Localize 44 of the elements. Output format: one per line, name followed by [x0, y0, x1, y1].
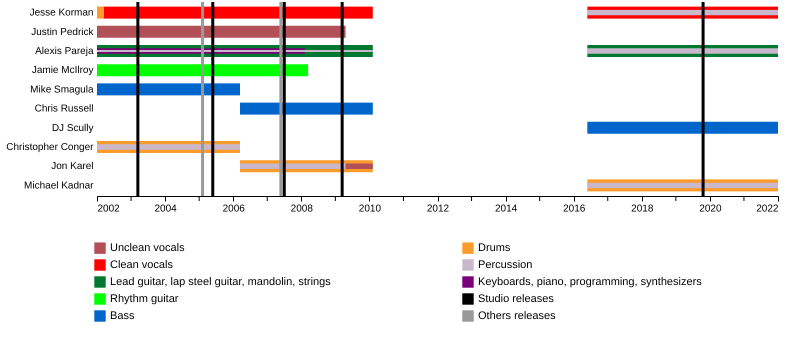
bar: [97, 6, 104, 19]
x-tick-label: 2018: [631, 204, 654, 214]
legend-label: Rhythm guitar: [110, 293, 179, 305]
x-tick-label: 2012: [426, 204, 450, 214]
x-tick-label: 2004: [154, 204, 178, 214]
legend-label: Keyboards, piano, programming, synthesizers: [478, 276, 702, 288]
x-tick-label: 2016: [563, 204, 586, 214]
bar: [240, 164, 346, 169]
legend-label: Studio releases: [478, 293, 554, 305]
bar: [587, 48, 778, 54]
y-tick-label: Alexis Pareja: [35, 46, 94, 57]
bar: [240, 102, 373, 115]
y-tick-label: Jesse Korman: [30, 8, 94, 19]
bar: [104, 6, 373, 19]
bar: [97, 50, 373, 52]
bar: [97, 64, 308, 76]
legend-label: Others releases: [478, 310, 556, 322]
y-tick-label: DJ Scully: [52, 122, 94, 134]
x-tick-label: 2006: [222, 204, 246, 214]
legend-label: Percussion: [478, 259, 532, 271]
legend-label: Lead guitar, lap steel guitar, mandolin, strings: [110, 276, 332, 288]
x-tick-label: 2002: [98, 204, 120, 214]
y-tick-label: Justin Pedrick: [31, 26, 94, 38]
bar: [97, 26, 346, 38]
bar: [97, 83, 240, 96]
legend-label: Bass: [110, 310, 135, 322]
x-tick-label: 2014: [494, 204, 518, 214]
y-tick-label: Michael Kadnar: [24, 180, 94, 192]
legend-label: Unclean vocals: [110, 242, 186, 254]
y-tick-label: Christopher Conger: [6, 142, 94, 154]
bar: [587, 10, 778, 16]
y-tick-label: Mike Smagula: [30, 84, 94, 96]
y-tick-label: Chris Russell: [34, 104, 94, 115]
x-tick-label: 2010: [358, 204, 382, 214]
legend-label: Drums: [478, 242, 511, 254]
x-tick-label: 2008: [290, 204, 314, 214]
bar: [346, 164, 373, 169]
y-tick-label: Jon Karel: [51, 161, 94, 172]
legend-label: Clean vocals: [110, 259, 174, 271]
bar: [587, 182, 778, 188]
bar: [587, 122, 778, 134]
y-tick-label: Jamie McIlroy: [32, 65, 94, 76]
x-tick-label: 2022: [756, 204, 779, 214]
x-tick-label: 2020: [699, 204, 722, 214]
